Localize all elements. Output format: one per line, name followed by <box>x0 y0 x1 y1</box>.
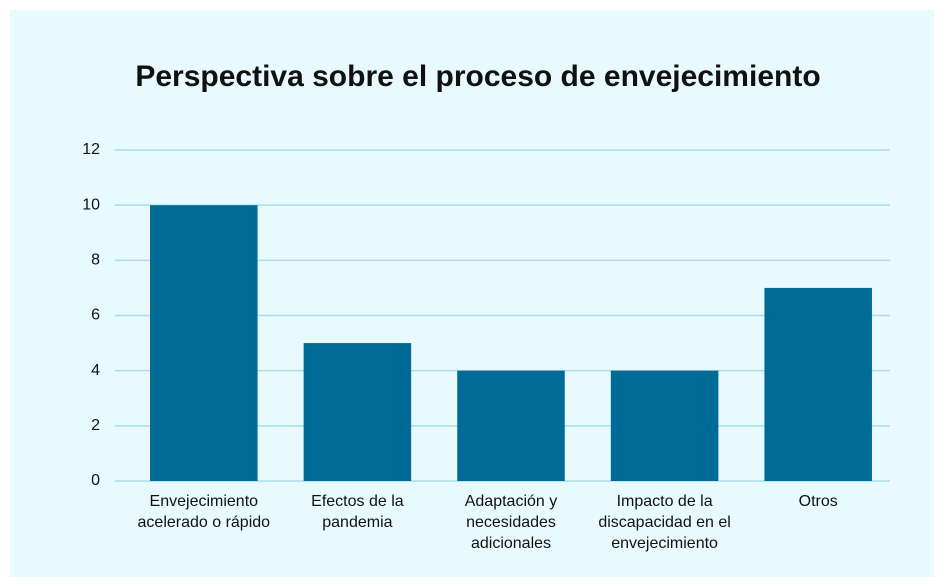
y-tick-label: 6 <box>91 307 100 324</box>
y-tick-label: 8 <box>91 252 100 269</box>
y-tick-label: 12 <box>82 141 100 158</box>
bar <box>303 343 412 481</box>
x-tick-label-box: Impacto de la discapacidad en el envejec… <box>598 493 731 552</box>
bar <box>457 370 565 481</box>
y-tick-label: 10 <box>82 196 100 213</box>
x-tick-label: Impacto de la discapacidad en el envejec… <box>598 493 731 552</box>
chart-title: Perspectiva sobre el proceso de envejeci… <box>135 60 820 93</box>
x-tick-label: Adaptación y necesidades adicionales <box>464 493 558 552</box>
x-tick-label-box: Efectos de la pandemia <box>311 493 404 531</box>
bar <box>150 205 258 481</box>
bar <box>764 287 872 481</box>
x-tick-label-box: Envejecimiento acelerado o rápido <box>137 493 271 531</box>
y-tick-label: 4 <box>91 362 100 379</box>
x-tick-label: Efectos de la pandemia <box>311 493 404 531</box>
x-tick-label-box: Adaptación y necesidades adicionales <box>464 493 558 552</box>
bar <box>610 370 719 481</box>
y-tick-label: 0 <box>91 472 100 489</box>
y-tick-label: 2 <box>91 417 100 434</box>
x-tick-label: Envejecimiento acelerado o rápido <box>137 493 271 531</box>
x-tick-label-box: Otros <box>798 493 838 510</box>
x-tick-label: Otros <box>798 493 838 510</box>
